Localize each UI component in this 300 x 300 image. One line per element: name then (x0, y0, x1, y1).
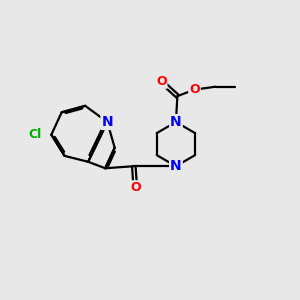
Text: Cl: Cl (28, 128, 42, 141)
Text: O: O (156, 75, 166, 88)
Text: N: N (170, 115, 182, 129)
Text: O: O (189, 83, 200, 96)
Text: N: N (170, 159, 182, 173)
Text: O: O (130, 181, 141, 194)
Text: N: N (101, 115, 113, 129)
